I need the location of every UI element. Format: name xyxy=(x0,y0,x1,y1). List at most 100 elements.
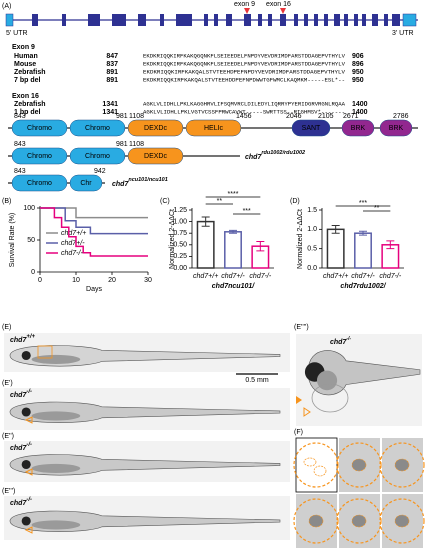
utr-label: 5' UTR xyxy=(6,30,28,37)
bar xyxy=(326,228,345,269)
significance-label: *** xyxy=(243,208,251,215)
exon-arrow xyxy=(280,8,286,14)
position: 2671 xyxy=(343,113,359,120)
bar xyxy=(354,232,372,269)
genotype: -/- xyxy=(346,336,351,342)
genotype: -/- xyxy=(26,442,32,448)
row-end: 1400 xyxy=(352,101,368,108)
bar xyxy=(196,220,215,269)
row-name: Mouse xyxy=(14,61,36,68)
yolk xyxy=(31,411,81,421)
exon-label: exon 9 xyxy=(234,1,255,8)
domain xyxy=(11,147,68,165)
domain-label: Chromo xyxy=(27,180,52,187)
row-name: Zebrafish xyxy=(14,101,46,108)
legend-label: chd7-/- xyxy=(61,250,83,257)
panel-label: (F) xyxy=(294,429,303,436)
otolith xyxy=(351,514,367,528)
x-tick-label: chd7+/- xyxy=(221,273,245,280)
domain xyxy=(341,119,375,137)
significance-label: ** xyxy=(374,205,380,212)
exon xyxy=(334,14,340,26)
exon xyxy=(362,14,366,26)
domain-label: Chromo xyxy=(85,153,110,160)
panel-label: (C) xyxy=(160,198,170,205)
survival-line xyxy=(40,207,148,219)
panel-label: (E'''') xyxy=(294,324,309,331)
x-tick-label: 0 xyxy=(38,277,42,284)
row-start: 837 xyxy=(106,61,118,68)
otic-outline xyxy=(379,442,425,488)
x-tick-label: chd7+/+ xyxy=(193,273,218,280)
row-name: 1 bp del xyxy=(14,109,41,116)
utr xyxy=(402,13,417,27)
y-tick-label: 1.25 xyxy=(173,207,187,214)
position: 843 xyxy=(14,113,26,120)
significance-label: *** xyxy=(359,200,367,207)
y-axis-label: Survival Rate (%) xyxy=(9,213,16,267)
bar xyxy=(224,231,242,269)
otolith xyxy=(308,514,324,528)
position: 2046 xyxy=(286,113,302,120)
otic-outline xyxy=(379,498,425,544)
genotype-label: chd7-/- xyxy=(10,442,32,452)
error-bar xyxy=(386,240,395,250)
sequence: EKDKRIQQKIRFKAKQALSTVTEEHDPEFNPDYVEVDRIM… xyxy=(143,68,346,75)
exon-arrow xyxy=(244,8,250,14)
domain-label: HELIc xyxy=(204,125,224,132)
genotype-label: chd7-/- xyxy=(330,336,351,346)
panel-label: (E) xyxy=(2,324,11,331)
legend-label: chd7+/+ xyxy=(61,230,86,237)
sequence: EKDKRIQQKIRFKAKQALSTVTEEHDDPEFNPDWWTGFWM… xyxy=(143,76,345,83)
utr-label: 3' UTR xyxy=(392,30,414,37)
domain-label: DEXDc xyxy=(144,153,167,160)
exon xyxy=(226,14,232,26)
alignment-title: Exon 9 xyxy=(12,44,35,51)
y-tick-label: 0.25 xyxy=(173,253,187,260)
exon xyxy=(304,14,308,26)
sequence: EKDKRIQQKIRFKAKQGQNKFLSEIEEDELFNPDYVEVDR… xyxy=(143,52,346,59)
legend-label: chd7+/- xyxy=(61,240,85,247)
error-bar xyxy=(229,229,237,234)
exon xyxy=(384,14,388,26)
exon-label: exon 16 xyxy=(266,1,291,8)
x-axis-label: chd7ncu101/ xyxy=(212,283,255,290)
row-start: 847 xyxy=(106,53,118,60)
x-tick-label: chd7+/+ xyxy=(323,273,348,280)
marker xyxy=(296,396,302,404)
genotype-label: chd7rdu1002/rdu1002 xyxy=(245,150,305,160)
domain-label: DEXDc xyxy=(144,125,167,132)
domain-label: BRK xyxy=(389,125,404,132)
gene-name: chd7 xyxy=(245,154,262,161)
y-tick-label: 1.00 xyxy=(173,218,187,225)
exon xyxy=(324,14,328,26)
x-tick-label: chd7-/- xyxy=(249,273,271,280)
x-tick-label: 10 xyxy=(72,277,80,284)
y-tick-label: 0.75 xyxy=(173,230,187,237)
position: 981 xyxy=(116,141,128,148)
marker xyxy=(24,526,33,534)
domain xyxy=(11,174,68,192)
domain xyxy=(69,174,103,192)
panel-label: (D) xyxy=(290,198,300,205)
exon xyxy=(62,14,66,26)
exon xyxy=(392,14,400,26)
error-bar xyxy=(331,224,340,234)
allele: ncu101/ncu101 xyxy=(128,177,167,183)
y-tick-label: 0.00 xyxy=(173,265,187,272)
utr xyxy=(5,13,14,27)
y-axis-label: Normalized 2-ΔΔCt xyxy=(297,209,304,269)
y-tick-label: 1.5 xyxy=(307,207,317,214)
y-tick-label: 0 xyxy=(31,269,35,276)
yolk xyxy=(316,370,338,391)
gene-name: chd7 xyxy=(10,445,27,452)
gene-name: chd7 xyxy=(10,500,27,507)
exon xyxy=(160,14,164,26)
marker xyxy=(24,468,33,476)
exon xyxy=(176,14,192,26)
row-start: 1341 xyxy=(102,101,118,108)
sequence: EKDKRIQQKIRFKAKQGQNKFLSEIEEDELFNPDYVEVDR… xyxy=(143,60,346,67)
survival-line xyxy=(40,207,148,257)
row-name: Human xyxy=(14,53,38,60)
domain xyxy=(69,119,126,137)
